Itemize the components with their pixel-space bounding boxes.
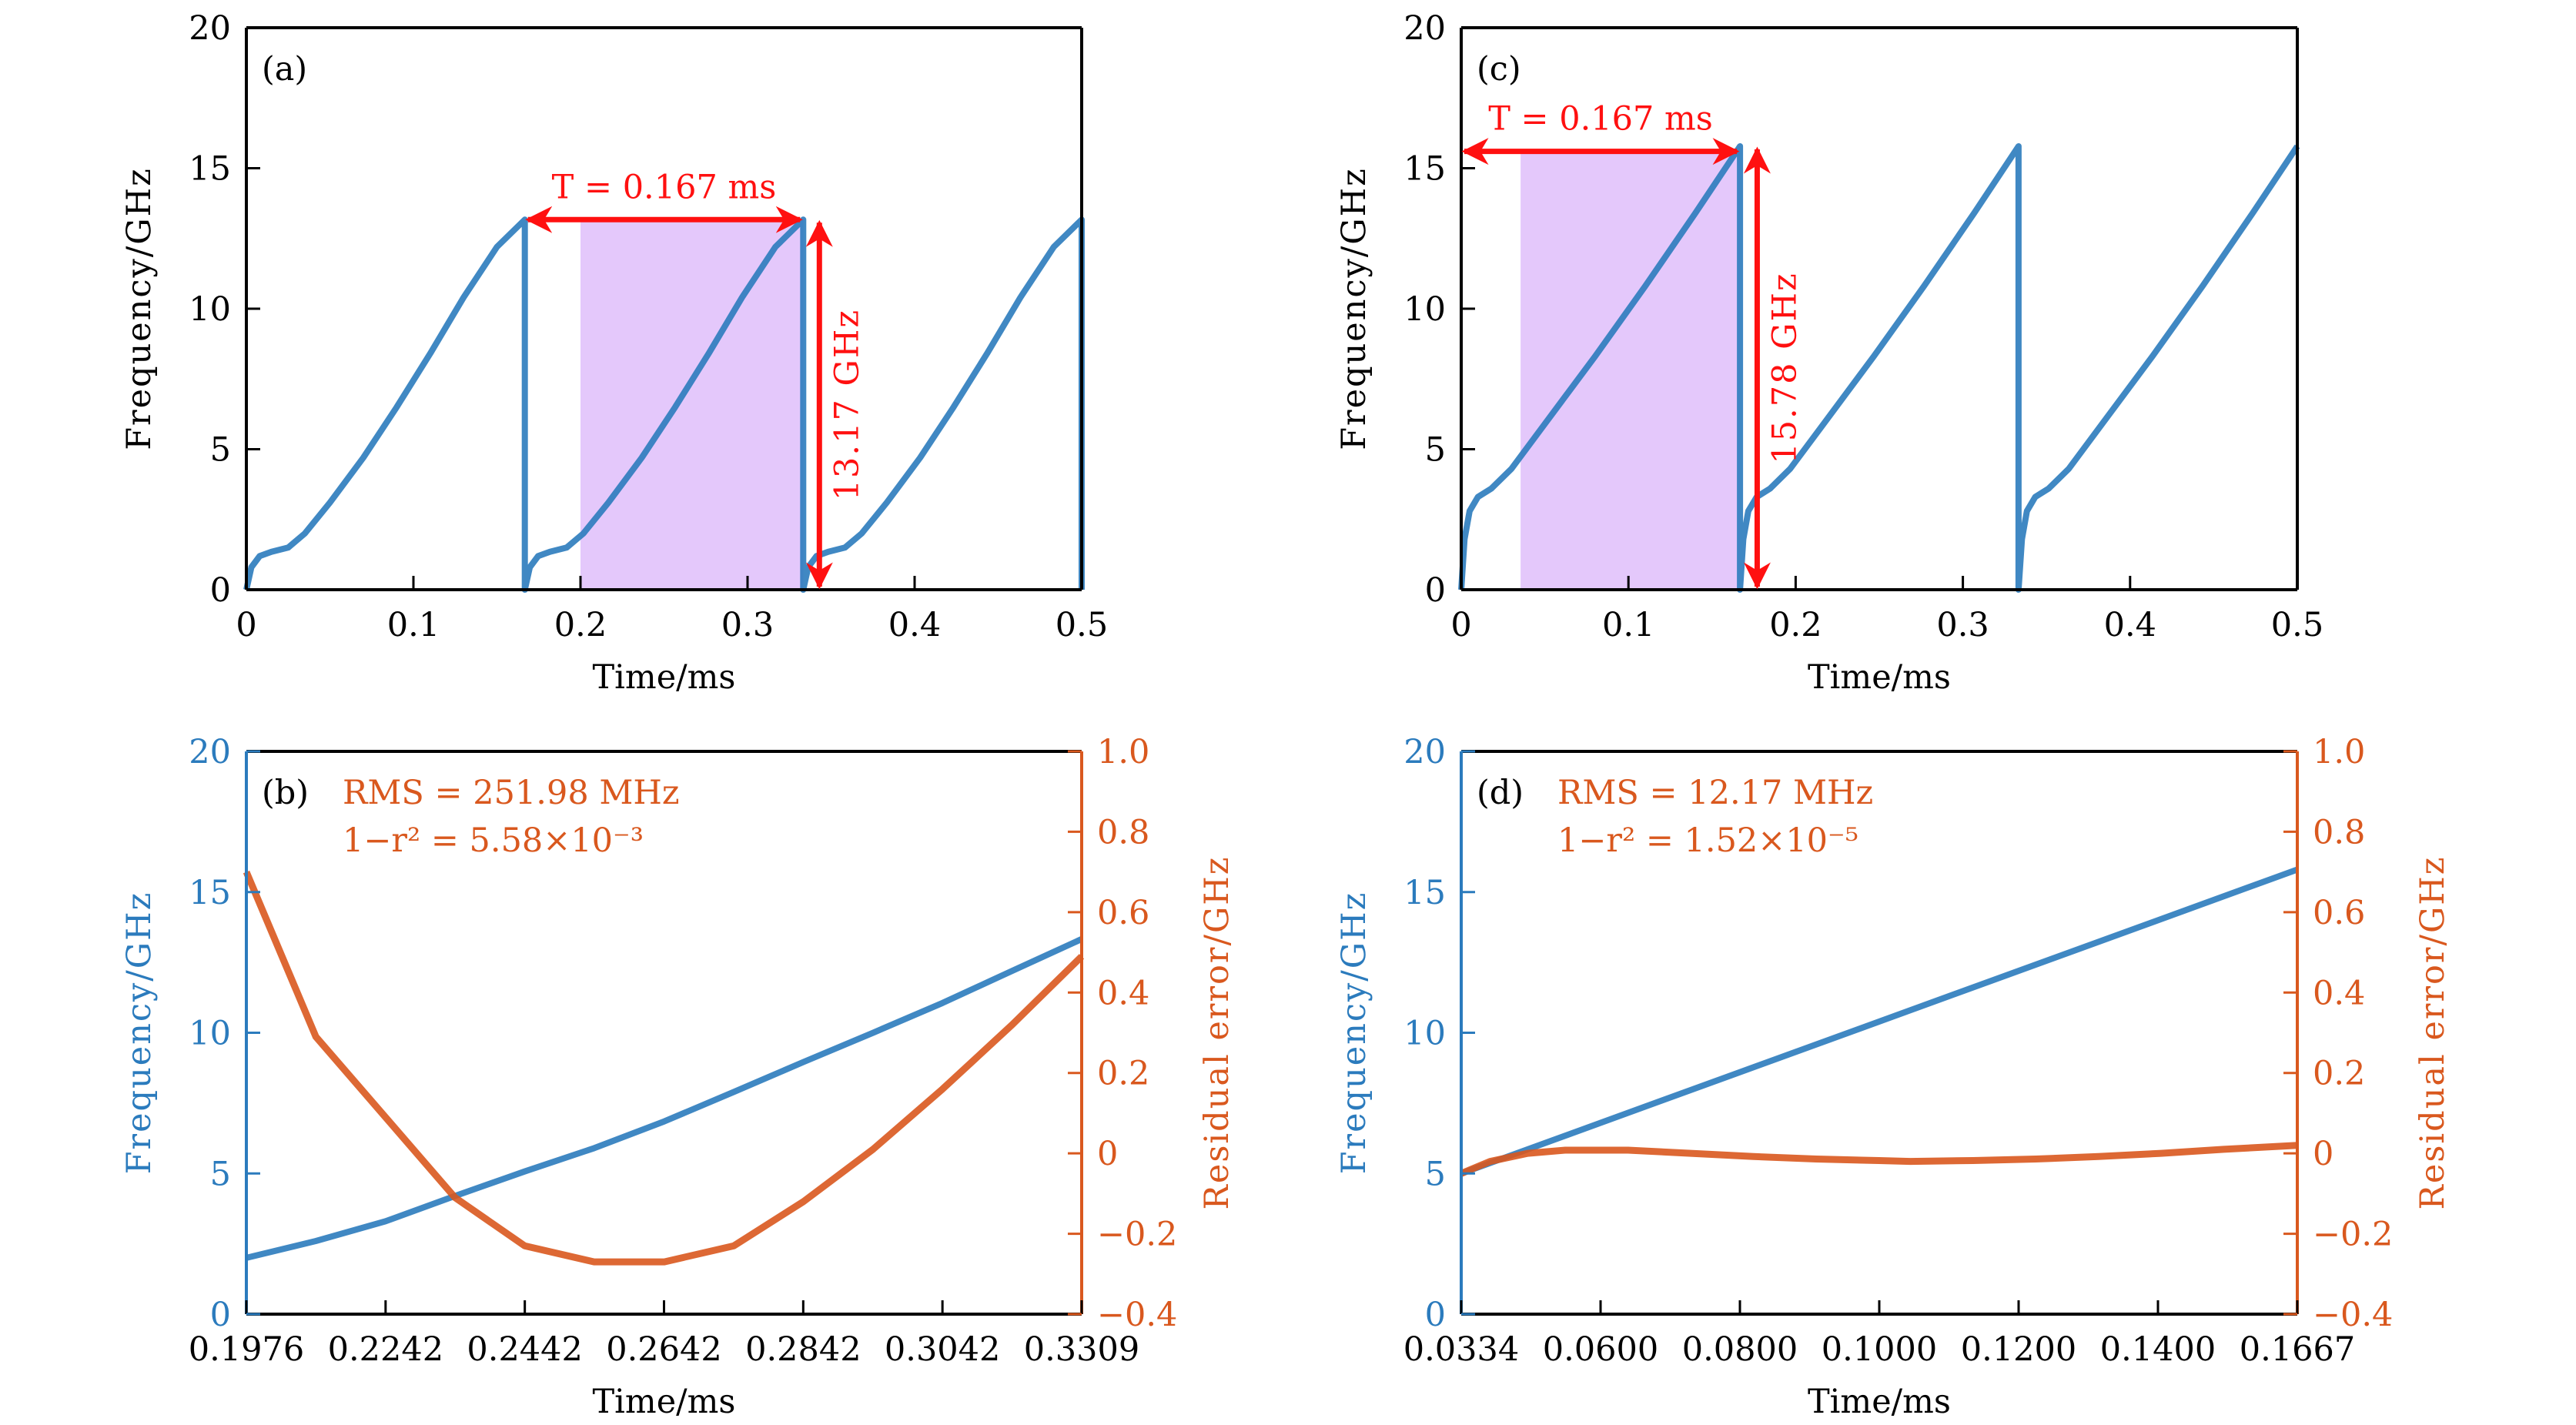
y-tick-label: 20 [1403,733,1446,771]
y-axis-label: Frequency/GHz [1335,167,1373,450]
panel-c: 0 0.1 0.2 0.3 0.4 0.5 0 5 10 15 20 Time/ms Frequency… [1335,9,2323,697]
y-right-tick-label: 0.4 [2313,974,2365,1012]
y-right-tick-label: −0.4 [1097,1296,1177,1334]
y-tick-label: 0 [210,1296,231,1334]
fit-annotation: RMS = 251.98 MHz [343,774,680,812]
fit-annotation: RMS = 12.17 MHz [1557,774,1873,812]
y-tick-label: 0 [1425,571,1446,610]
y-right-tick-label: 0.6 [2313,894,2365,932]
panel-label: (a) [262,50,307,89]
x-tick-label: 0 [236,606,256,644]
y-right-tick-label: 1.0 [2313,733,2365,771]
fit-annotation: 1−r² = 5.58×10⁻³ [343,821,644,860]
residual-error-line [243,870,1085,1266]
y-tick-label: 15 [189,150,231,189]
x-tick-label: 0.1976 [189,1330,304,1369]
x-axis-label: Time/ms [593,658,736,697]
y-right-tick-label: 1.0 [1097,733,1149,771]
panel-d: 0.0334 0.0600 0.0800 0.1000 0.1200 0.1400 0.16… [1335,733,2452,1421]
fit-annotation: 1−r² = 1.52×10⁻⁵ [1557,821,1858,860]
y-tick-label: 15 [1403,874,1446,912]
period-label: T = 0.167 ms [552,168,777,206]
panel-label: (b) [262,774,309,812]
frequency-line [243,216,1085,593]
x-tick-label: 0.1 [1602,606,1654,644]
x-tick-label: 0.5 [2271,606,2323,644]
y-tick-label: 5 [1425,1155,1446,1193]
y-tick-label: 5 [1425,431,1446,470]
frequency-line [246,936,1083,1261]
x-tick-label: 0.2242 [328,1330,443,1369]
y-right-tick-label: 0.4 [1097,974,1149,1012]
x-tick-label: 0.2842 [745,1330,861,1369]
y-right-tick-label: 0.8 [1097,813,1149,851]
x-tick-label: 0.3 [721,606,774,644]
x-tick-label: 0.2 [1769,606,1822,644]
y-right-tick-label: 0 [1097,1135,1118,1173]
x-tick-label: 0.0334 [1403,1330,1519,1369]
y-right-axis-label: Residual error/GHz [1198,856,1236,1210]
y-tick-label: 20 [189,733,231,771]
shaded-region [1521,151,1741,590]
x-tick-label: 0.1667 [2240,1330,2355,1369]
y-right-tick-label: −0.4 [2313,1296,2393,1334]
y-tick-label: 5 [210,1155,231,1193]
panel-label: (c) [1477,50,1521,89]
y-right-tick-label: −0.2 [2313,1216,2393,1254]
y-right-tick-label: 0.2 [1097,1055,1149,1093]
frequency-line [1458,143,2300,593]
x-tick-label: 0.2 [554,606,607,644]
x-tick-label: 0.2442 [467,1330,582,1369]
x-tick-label: 0 [1450,606,1471,644]
panel-label: (d) [1477,774,1524,812]
y-right-tick-label: −0.2 [1097,1216,1177,1254]
y-axis-label: Frequency/GHz [120,891,159,1175]
panel-a: 0 0.1 0.2 0.3 0.4 0.5 0 5 10 15 20 Time/ms Frequency… [120,9,1108,697]
x-axis-label: Time/ms [1808,658,1951,697]
period-label: T = 0.167 ms [1488,100,1713,139]
y-tick-label: 20 [1403,9,1446,48]
x-axis-label: Time/ms [1808,1383,1951,1421]
residual-error-line [1460,1142,2298,1177]
x-tick-label: 0.3 [1936,606,1989,644]
y-right-axis-label: Residual error/GHz [2414,856,2452,1210]
y-tick-label: 10 [1403,290,1446,329]
x-axis-label: Time/ms [593,1383,736,1421]
y-axis-label: Frequency/GHz [1335,891,1373,1175]
y-right-tick-label: 0.6 [1097,894,1149,932]
x-tick-label: 0.4 [888,606,941,644]
x-tick-label: 0.3309 [1024,1330,1139,1369]
x-tick-label: 0.1400 [2100,1330,2216,1369]
y-tick-label: 0 [210,571,231,610]
x-tick-label: 0.1200 [1961,1330,2076,1369]
x-tick-label: 0.2642 [606,1330,721,1369]
y-right-tick-label: 0 [2313,1135,2333,1173]
x-tick-label: 0.4 [2104,606,2156,644]
y-axis-label: Frequency/GHz [120,167,159,450]
y-right-tick-label: 0.8 [2313,813,2365,851]
y-tick-label: 10 [189,1015,231,1053]
panel-b: 0.1976 0.2242 0.2442 0.2642 0.2842 0.3042 0.33… [120,733,1236,1421]
x-tick-label: 0.3042 [885,1330,1000,1369]
y-tick-label: 0 [1425,1296,1446,1334]
x-tick-label: 0.1 [387,606,440,644]
frequency-line [1460,866,2299,1177]
bandwidth-label: 13.17 GHz [828,309,866,500]
y-tick-label: 20 [189,9,231,48]
y-tick-label: 5 [210,431,231,470]
shaded-region [580,219,804,590]
y-tick-label: 10 [1403,1015,1446,1053]
y-tick-label: 15 [1403,150,1446,189]
y-right-tick-label: 0.2 [2313,1055,2365,1093]
bandwidth-label: 15.78 GHz [1765,272,1804,463]
x-tick-label: 0.0800 [1682,1330,1798,1369]
y-tick-label: 15 [189,874,231,912]
x-tick-label: 0.5 [1055,606,1108,644]
y-tick-label: 10 [189,290,231,329]
x-tick-label: 0.1000 [1822,1330,1937,1369]
x-tick-label: 0.0600 [1543,1330,1658,1369]
